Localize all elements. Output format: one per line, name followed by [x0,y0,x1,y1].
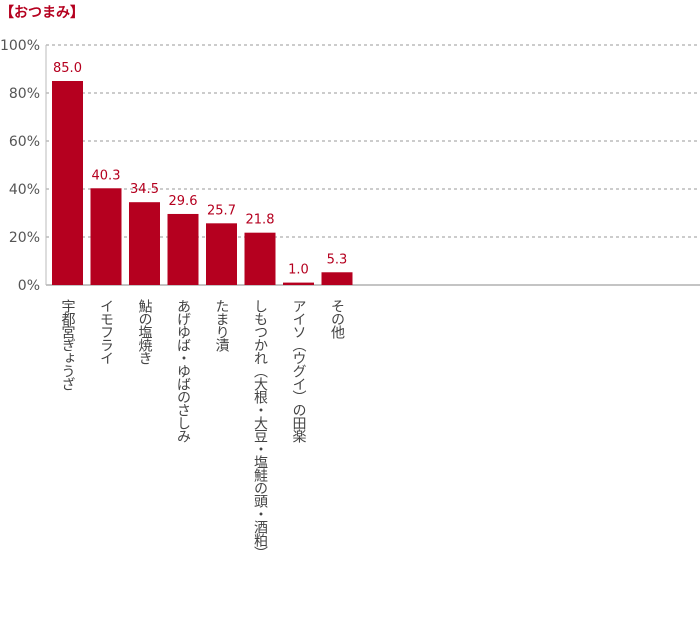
y-tick-label: 80% [9,86,40,102]
category-labels: 宇都宮ぎょうざ イモフライ 鮎の塩焼き あげゆば・ゆばのさしみ たまり漬 しもつかれ（大根… [60,299,346,559]
y-tick-label: 0% [18,278,40,294]
bar [206,223,237,285]
category-label: 宇都宮ぎょうざ [60,299,76,391]
category-label: 鮎の塩焼き [137,299,153,365]
data-label: 85.0 [53,61,82,76]
data-label: 29.6 [169,194,198,209]
data-labels: 85.0 40.3 34.5 29.6 25.7 21.8 1.0 5.3 [53,61,347,278]
bars [52,81,353,285]
bar [283,282,314,285]
category-label: アイソ（ウグイ）の田楽 [291,299,307,443]
data-label: 25.7 [207,203,236,218]
category-label: しもつかれ（大根・大豆・塩鮭の頭・酒粕） [252,299,268,559]
data-label: 1.0 [288,263,309,278]
y-axis-ticks: 0% 20% 40% 60% 80% 100% [0,38,40,294]
bar [167,213,199,285]
y-tick-label: 60% [9,134,40,150]
bar [52,81,83,285]
data-label: 5.3 [327,252,348,267]
bar [90,188,122,285]
gridlines [45,44,700,286]
chart-title: 【おつまみ】 [0,5,84,21]
y-tick-label: 40% [9,182,40,198]
data-label: 34.5 [130,182,159,197]
category-label: たまり漬 [214,299,230,352]
category-label: イモフライ [98,299,114,364]
y-tick-label: 100% [0,38,40,54]
bar [129,202,160,285]
category-label: あげゆば・ゆばのさしみ [175,299,191,443]
data-label: 40.3 [92,168,121,183]
y-tick-label: 20% [9,230,40,246]
category-label: その他 [329,299,345,340]
bar [244,232,276,285]
data-label: 21.8 [246,213,275,228]
bar [321,272,353,285]
